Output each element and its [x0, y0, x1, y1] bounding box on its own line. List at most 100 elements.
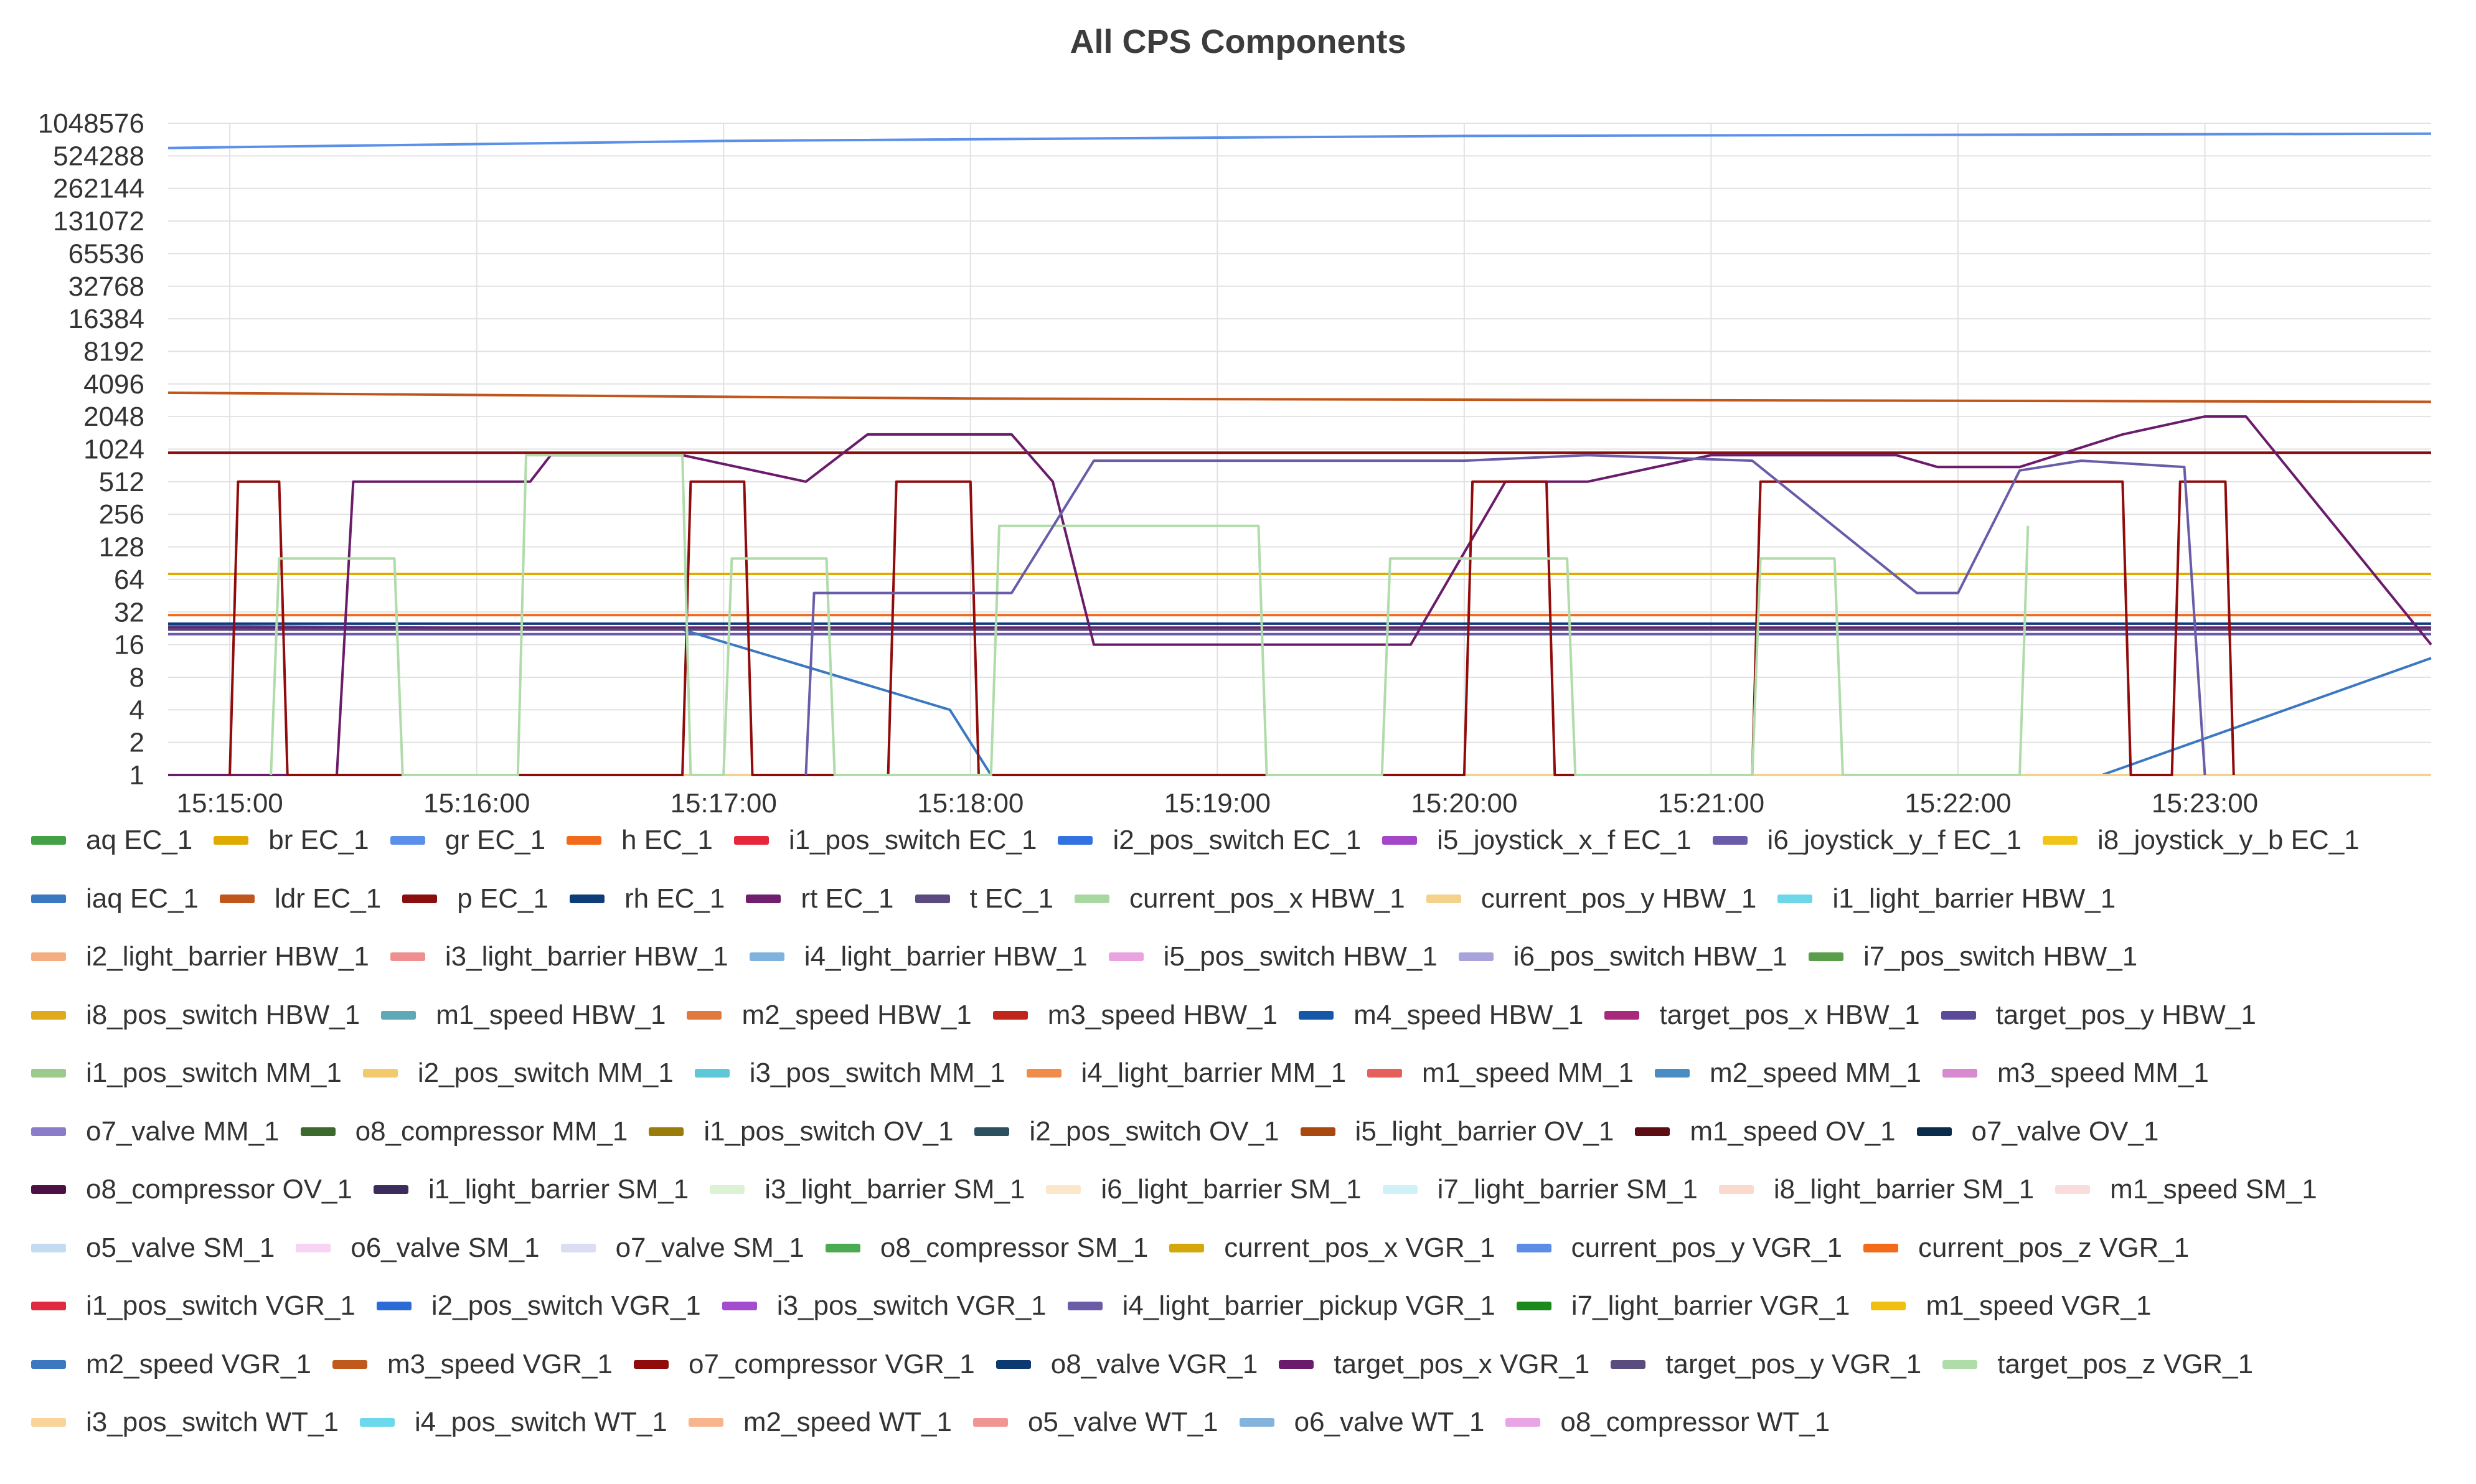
legend-item[interactable]: o6_valve WT_1 [1239, 1404, 1484, 1441]
legend-item[interactable]: current_pos_y HBW_1 [1426, 880, 1756, 918]
legend-item[interactable]: i3_pos_switch WT_1 [31, 1404, 339, 1441]
legend-swatch [722, 1302, 757, 1310]
legend-item[interactable]: i3_pos_switch VGR_1 [722, 1287, 1047, 1325]
legend-item[interactable]: i1_pos_switch OV_1 [649, 1113, 953, 1150]
legend-label: h EC_1 [621, 825, 713, 855]
legend-label: o7_valve OV_1 [1971, 1115, 2159, 1147]
legend-item[interactable]: current_pos_x HBW_1 [1075, 880, 1405, 918]
legend-item[interactable]: i1_light_barrier SM_1 [373, 1171, 689, 1208]
legend-item[interactable]: i1_pos_switch EC_1 [733, 822, 1037, 859]
legend-item[interactable]: m3_speed MM_1 [1942, 1054, 2209, 1092]
legend-label: iaq EC_1 [86, 883, 199, 914]
legend-item[interactable]: o8_compressor MM_1 [300, 1113, 628, 1150]
legend-item[interactable]: i2_pos_switch MM_1 [362, 1054, 674, 1092]
legend-item[interactable]: iaq EC_1 [31, 880, 199, 918]
legend-item[interactable]: o5_valve SM_1 [31, 1229, 275, 1267]
legend-item[interactable]: current_pos_y VGR_1 [1516, 1229, 1842, 1267]
legend-item[interactable]: m3_speed HBW_1 [992, 997, 1278, 1034]
legend-item[interactable]: i1_pos_switch MM_1 [31, 1054, 342, 1092]
legend-item[interactable]: i4_light_barrier HBW_1 [749, 938, 1088, 975]
legend-label: target_pos_x HBW_1 [1659, 999, 1920, 1030]
legend-item[interactable]: o7_valve OV_1 [1916, 1113, 2159, 1150]
legend-item[interactable]: i7_pos_switch HBW_1 [1808, 938, 2137, 975]
legend-item[interactable]: rt EC_1 [746, 880, 894, 918]
legend-item[interactable]: m2_speed MM_1 [1655, 1054, 1921, 1092]
legend-item[interactable]: i3_light_barrier HBW_1 [390, 938, 728, 975]
legend-item[interactable]: o8_compressor SM_1 [825, 1229, 1148, 1267]
x-tick-label: 15:20:00 [1411, 788, 1517, 819]
legend-label: o7_valve SM_1 [615, 1232, 804, 1263]
legend-item[interactable]: o8_valve VGR_1 [996, 1346, 1258, 1383]
legend-item[interactable]: i4_light_barrier_pickup VGR_1 [1067, 1287, 1495, 1325]
legend-label: m1_speed MM_1 [1422, 1058, 1634, 1088]
legend-item[interactable]: m2_speed VGR_1 [31, 1346, 311, 1383]
legend-item[interactable]: m1_speed OV_1 [1635, 1113, 1896, 1150]
legend-item[interactable]: aq EC_1 [31, 822, 192, 859]
legend-item[interactable]: current_pos_x VGR_1 [1169, 1229, 1495, 1267]
legend-item[interactable]: i5_joystick_x_f EC_1 [1382, 822, 1692, 859]
legend-item[interactable]: target_pos_y HBW_1 [1941, 997, 2256, 1034]
legend-item[interactable]: o6_valve SM_1 [296, 1229, 540, 1267]
legend-item[interactable]: m2_speed WT_1 [688, 1404, 952, 1441]
legend-item[interactable]: o7_valve MM_1 [31, 1113, 280, 1150]
legend-item[interactable]: i5_light_barrier OV_1 [1300, 1113, 1614, 1150]
x-tick-label: 15:21:00 [1658, 788, 1764, 819]
legend-item[interactable]: m4_speed HBW_1 [1299, 997, 1583, 1034]
legend-item[interactable]: p EC_1 [402, 880, 548, 918]
series-pulse-line [168, 415, 2432, 776]
legend-item[interactable]: m2_speed HBW_1 [687, 997, 972, 1034]
legend-item[interactable]: br EC_1 [214, 822, 369, 859]
legend-item[interactable]: i5_pos_switch HBW_1 [1108, 938, 1438, 975]
legend-item[interactable]: m3_speed VGR_1 [332, 1346, 613, 1383]
series-line [167, 624, 2432, 776]
legend-item[interactable]: i4_light_barrier MM_1 [1026, 1054, 1346, 1092]
legend-item[interactable]: m1_speed MM_1 [1367, 1054, 1634, 1092]
legend-item[interactable]: m1_speed HBW_1 [381, 997, 666, 1034]
legend-item[interactable]: i3_light_barrier SM_1 [710, 1171, 1025, 1208]
legend-swatch [1718, 1185, 1754, 1194]
chart-plot: 1248163264128256512102420484096819216384… [38, 108, 2432, 819]
legend-label: i5_light_barrier OV_1 [1355, 1115, 1614, 1147]
legend-item[interactable]: o7_compressor VGR_1 [633, 1346, 975, 1383]
legend-item[interactable]: target_pos_z VGR_1 [1942, 1346, 2253, 1383]
legend-item[interactable]: t EC_1 [915, 880, 1053, 918]
legend-item[interactable]: i2_pos_switch EC_1 [1058, 822, 1361, 859]
legend-item[interactable]: i8_light_barrier SM_1 [1718, 1171, 2034, 1208]
legend-item[interactable]: rh EC_1 [569, 880, 725, 918]
legend-swatch [373, 1185, 408, 1194]
legend-item[interactable]: i1_light_barrier HBW_1 [1777, 880, 2116, 918]
legend-item[interactable]: i4_pos_switch WT_1 [359, 1404, 667, 1441]
legend-item[interactable]: target_pos_x VGR_1 [1279, 1346, 1589, 1383]
legend-item[interactable]: i3_pos_switch MM_1 [694, 1054, 1005, 1092]
legend-label: o8_valve VGR_1 [1050, 1348, 1258, 1379]
legend-item[interactable]: i2_pos_switch OV_1 [974, 1113, 1279, 1150]
legend-item[interactable]: i6_pos_switch HBW_1 [1458, 938, 1787, 975]
legend-item[interactable]: ldr EC_1 [220, 880, 381, 918]
legend-item[interactable]: h EC_1 [567, 822, 713, 859]
legend-item[interactable]: gr EC_1 [390, 822, 545, 859]
legend-item[interactable]: i7_light_barrier VGR_1 [1516, 1287, 1850, 1325]
legend-item[interactable]: o7_valve SM_1 [560, 1229, 804, 1267]
legend-item[interactable]: target_pos_y VGR_1 [1611, 1346, 1921, 1383]
legend-item[interactable]: i6_joystick_y_f EC_1 [1712, 822, 2022, 859]
legend-item[interactable]: current_pos_z VGR_1 [1863, 1229, 2189, 1267]
legend-swatch [402, 894, 438, 903]
legend-item[interactable]: target_pos_x HBW_1 [1604, 997, 1920, 1034]
y-tick-label: 65536 [68, 238, 144, 269]
legend-item[interactable]: i8_pos_switch HBW_1 [31, 997, 360, 1034]
legend-item[interactable]: m1_speed SM_1 [2055, 1171, 2317, 1208]
legend-item[interactable]: o5_valve WT_1 [972, 1404, 1218, 1441]
legend-item[interactable]: m1_speed VGR_1 [1871, 1287, 2151, 1325]
legend-item[interactable]: i6_light_barrier SM_1 [1046, 1171, 1362, 1208]
legend-item[interactable]: o8_compressor OV_1 [31, 1171, 352, 1208]
legend-item[interactable]: i1_pos_switch VGR_1 [31, 1287, 355, 1325]
legend-item[interactable]: i8_joystick_y_b EC_1 [2042, 822, 2360, 859]
legend-item[interactable]: o8_compressor WT_1 [1505, 1404, 1830, 1441]
legend-item[interactable]: i7_light_barrier SM_1 [1382, 1171, 1698, 1208]
legend-item[interactable]: i2_light_barrier HBW_1 [31, 938, 369, 975]
legend-label: o5_valve SM_1 [86, 1232, 275, 1263]
y-tick-label: 16 [114, 630, 144, 660]
legend-swatch [31, 1360, 66, 1369]
legend-label: i3_light_barrier SM_1 [765, 1174, 1025, 1205]
legend-item[interactable]: i2_pos_switch VGR_1 [376, 1287, 701, 1325]
